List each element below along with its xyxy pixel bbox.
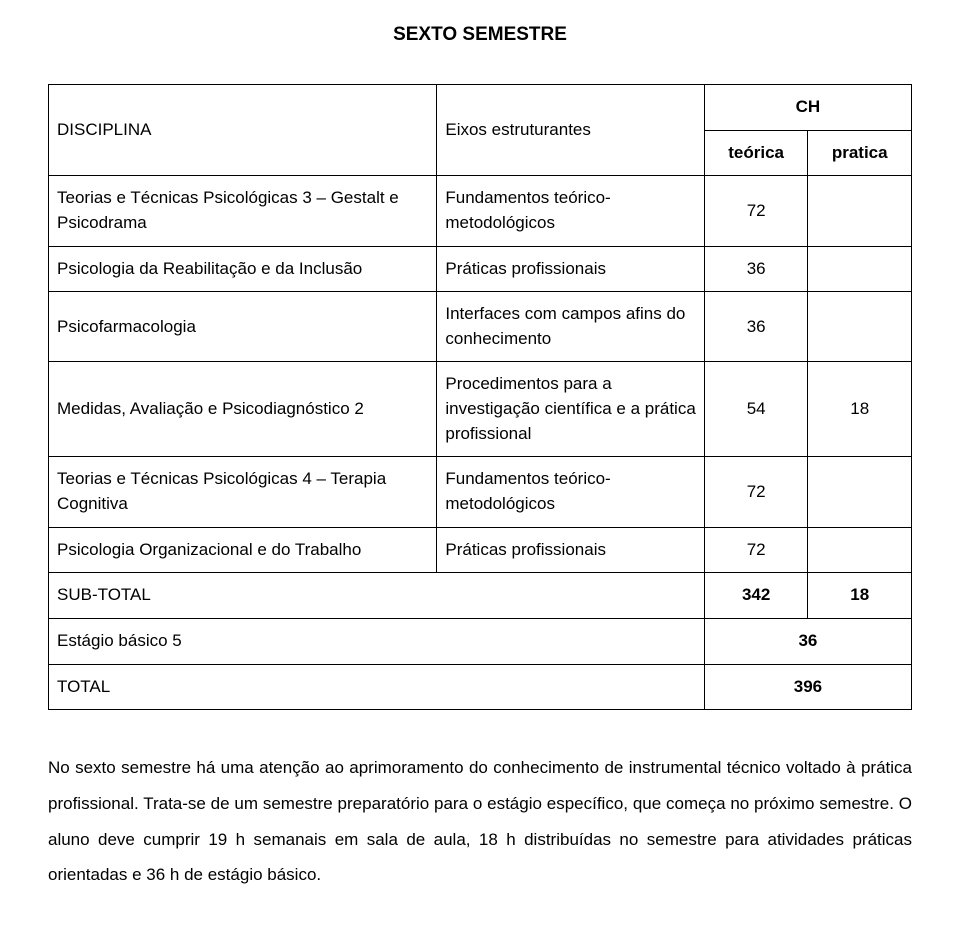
cell-disc: Psicofarmacologia [49,292,437,362]
estagio-val: 36 [704,618,911,664]
estagio-row: Estágio básico 5 36 [49,618,912,664]
cell-eixos: Procedimentos para a investigação cientí… [437,362,705,457]
cell-p: 18 [808,362,912,457]
hdr-eixos: Eixos estruturantes [437,85,705,176]
cell-t: 36 [704,246,808,292]
table-row: Psicologia Organizacional e do Trabalho … [49,527,912,573]
cell-eixos: Fundamentos teórico-metodológicos [437,176,705,246]
cell-t: 72 [704,527,808,573]
cell-disc: Psicologia da Reabilitação e da Inclusão [49,246,437,292]
table-row: Teorias e Técnicas Psicológicas 4 – Tera… [49,457,912,527]
subtotal-p: 18 [808,573,912,619]
cell-disc: Medidas, Avaliação e Psicodiagnóstico 2 [49,362,437,457]
hdr-disciplina: DISCIPLINA [49,85,437,176]
total-val: 396 [704,664,911,710]
estagio-label: Estágio básico 5 [49,618,705,664]
cell-t: 36 [704,292,808,362]
cell-eixos: Práticas profissionais [437,527,705,573]
cell-p [808,176,912,246]
cell-p [808,246,912,292]
cell-eixos: Fundamentos teórico-metodológicos [437,457,705,527]
cell-disc: Teorias e Técnicas Psicológicas 3 – Gest… [49,176,437,246]
cell-p [808,457,912,527]
table-row: Psicofarmacologia Interfaces com campos … [49,292,912,362]
cell-t: 54 [704,362,808,457]
cell-p [808,527,912,573]
cell-disc: Psicologia Organizacional e do Trabalho [49,527,437,573]
cell-eixos: Práticas profissionais [437,246,705,292]
subtotal-label: SUB-TOTAL [49,573,705,619]
table-row: Teorias e Técnicas Psicológicas 3 – Gest… [49,176,912,246]
page-title: SEXTO SEMESTRE [48,24,912,46]
hdr-teorica: teórica [704,130,808,176]
cell-disc: Teorias e Técnicas Psicológicas 4 – Tera… [49,457,437,527]
total-row: TOTAL 396 [49,664,912,710]
subtotal-row: SUB-TOTAL 342 18 [49,573,912,619]
total-label: TOTAL [49,664,705,710]
cell-eixos: Interfaces com campos afins do conhecime… [437,292,705,362]
cell-t: 72 [704,457,808,527]
curriculum-table: DISCIPLINA Eixos estruturantes CH teóric… [48,84,912,710]
table-row: Medidas, Avaliação e Psicodiagnóstico 2 … [49,362,912,457]
hdr-pratica: pratica [808,130,912,176]
footer-paragraph: No sexto semestre há uma atenção ao apri… [48,750,912,893]
header-row-1: DISCIPLINA Eixos estruturantes CH [49,85,912,131]
cell-p [808,292,912,362]
subtotal-t: 342 [704,573,808,619]
hdr-ch: CH [704,85,911,131]
table-row: Psicologia da Reabilitação e da Inclusão… [49,246,912,292]
cell-t: 72 [704,176,808,246]
